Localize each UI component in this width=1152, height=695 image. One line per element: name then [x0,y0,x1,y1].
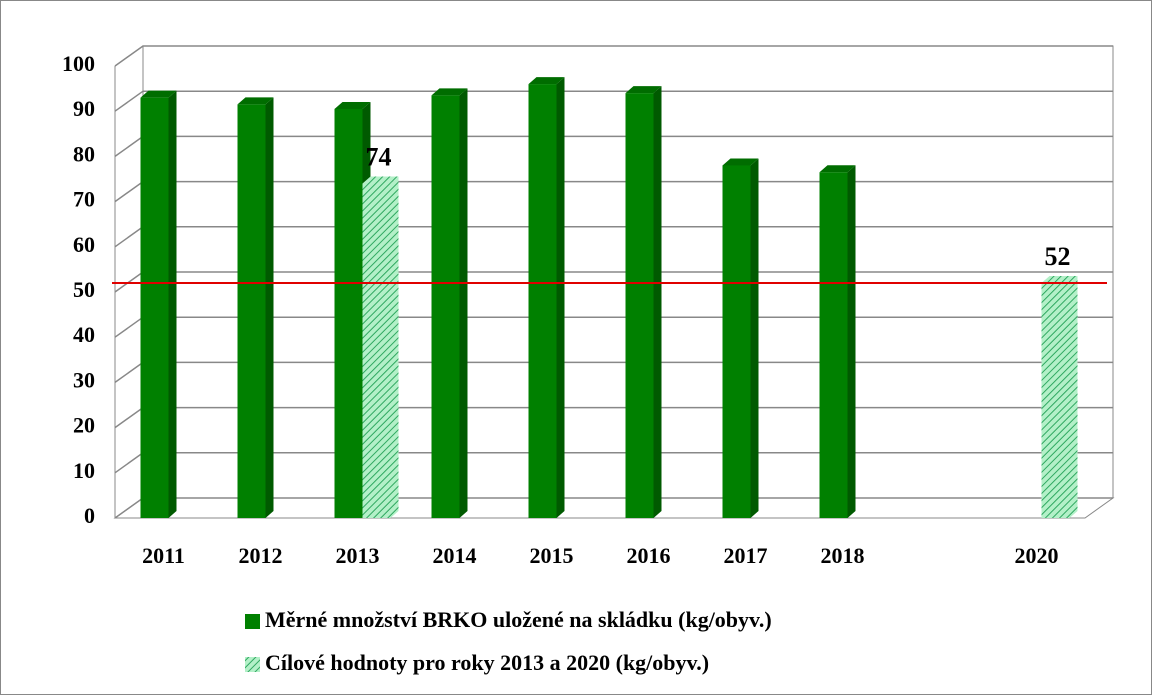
bar-side [1069,275,1078,518]
x-tick-label: 2017 [724,543,768,568]
bar [528,77,565,518]
bar-top [362,176,399,184]
bar-top [722,158,759,166]
x-tick-label: 2011 [142,543,185,568]
y-tick-label: 90 [73,96,95,121]
x-tick-label: 2013 [336,543,380,568]
bar-side [653,86,662,519]
bar-side [168,90,177,518]
bar-side [459,88,468,518]
bar-front [819,172,848,518]
bar-side [750,158,759,518]
bar-top [819,165,856,173]
bar-side [556,77,565,518]
bar-front [362,183,391,518]
y-tick-label: 100 [62,51,95,76]
y-tick-label: 40 [73,322,95,347]
bar-top [431,88,468,96]
legend-label: Měrné množství BRKO uložené na skládku (… [265,607,772,632]
bar [1041,275,1078,518]
bar [237,97,274,519]
bar-side [390,176,399,518]
x-tick-label: 2014 [433,543,477,568]
bar-top [237,97,274,105]
y-tick-label: 20 [73,413,95,438]
y-tick-label: 80 [73,141,95,166]
bar-top [528,77,565,85]
y-tick-label: 60 [73,232,95,257]
bar-front [1041,282,1070,518]
bar [431,88,468,518]
x-tick-label: 2015 [530,543,574,568]
x-tick-label: 2016 [627,543,671,568]
bar-side [265,97,274,519]
bar-front [237,104,266,519]
bar [362,176,399,518]
bar-front [722,165,751,518]
legend-swatch [245,657,260,672]
bar-front [528,84,557,518]
bar-front [334,108,363,518]
y-tick-label: 70 [73,187,95,212]
bar [722,158,759,518]
bar-top [140,90,177,98]
bar-front [140,97,169,518]
grid-line [114,45,1113,67]
y-tick-label: 50 [73,277,95,302]
bar-front [625,93,654,519]
bar [625,86,662,519]
x-tick-label: 2020 [1015,543,1059,568]
grid-line [114,90,1113,112]
data-label: 74 [366,142,392,171]
bar-top [625,86,662,94]
bar [819,165,856,518]
data-label: 52 [1045,242,1071,271]
x-tick-label: 2012 [239,543,283,568]
y-tick-label: 30 [73,367,95,392]
legend-swatch [245,614,260,629]
bar [140,90,177,518]
legend-label: Cílové hodnoty pro roky 2013 a 2020 (kg/… [265,650,709,675]
x-tick-label: 2018 [821,543,865,568]
bar-top [334,101,371,109]
y-tick-label: 0 [84,503,95,528]
y-tick-label: 10 [73,458,95,483]
bar-side [847,165,856,518]
bar-front [431,95,460,518]
bar-top [1041,275,1078,283]
